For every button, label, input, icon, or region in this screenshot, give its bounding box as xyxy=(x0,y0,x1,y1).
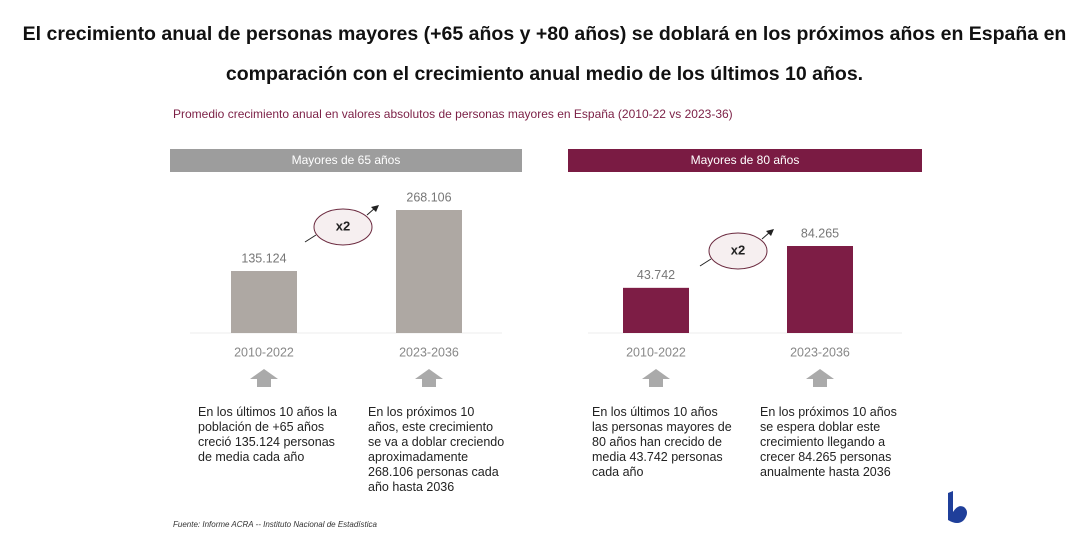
note: En los próximos 10 años se espera doblar… xyxy=(760,405,897,479)
up-arrow xyxy=(250,369,278,387)
value-label: 135.124 xyxy=(241,251,286,265)
x-tick-label: 2023-2036 xyxy=(790,345,850,359)
annotation: x2 xyxy=(336,218,350,233)
logo xyxy=(948,491,967,523)
x-tick-label: 2010-2022 xyxy=(626,345,686,359)
annotation-tail xyxy=(699,258,712,267)
annotation-bubble xyxy=(708,232,768,270)
value-label: 43.742 xyxy=(637,268,675,282)
annotation-arrowhead xyxy=(766,229,774,236)
note: En los últimos 10 años la población de +… xyxy=(198,405,337,464)
panel-title: Mayores de 80 años xyxy=(691,153,800,167)
value-label: 268.106 xyxy=(406,190,451,204)
up-arrow xyxy=(806,369,834,387)
source: Fuente: Informe ACRA -- Instituto Nacion… xyxy=(173,520,377,529)
bar xyxy=(396,210,462,333)
x-tick-label: 2010-2022 xyxy=(234,345,294,359)
annotation: x2 xyxy=(731,242,745,257)
note: En los próximos 10 años, este crecimient… xyxy=(368,405,505,494)
annotation-tail xyxy=(304,234,317,243)
subtitle: Promedio crecimiento anual en valores ab… xyxy=(173,107,733,121)
up-arrow xyxy=(415,369,443,387)
note: En los últimos 10 años las personas mayo… xyxy=(592,405,732,479)
value-label: 84.265 xyxy=(801,226,839,240)
panel-header xyxy=(568,149,922,172)
bar xyxy=(787,246,853,333)
panel-header xyxy=(170,149,522,172)
up-arrow xyxy=(642,369,670,387)
x-tick-label: 2023-2036 xyxy=(399,345,459,359)
bar xyxy=(231,271,297,333)
bar xyxy=(623,287,689,333)
page-title: El crecimiento anual de personas mayores… xyxy=(22,23,1067,85)
annotation-bubble xyxy=(313,208,373,246)
panel-title: Mayores de 65 años xyxy=(292,153,401,167)
annotation-arrowhead xyxy=(371,205,379,212)
